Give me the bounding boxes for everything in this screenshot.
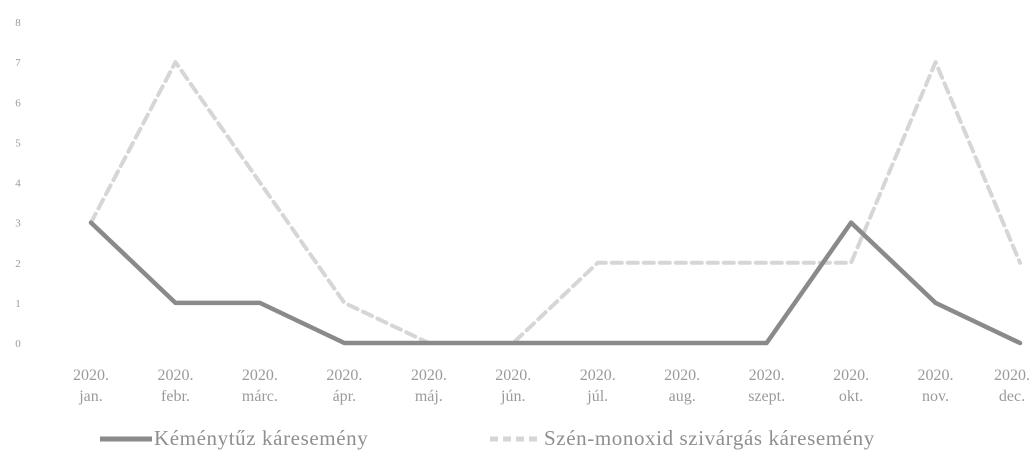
y-tick-label: 4 [15,178,21,190]
x-tick-label: 2020. nov. [918,367,954,405]
legend-label-2: Szén-monoxid szivárgás káresemény [544,426,875,450]
x-tick-label: 2020. máj. [411,367,447,405]
series-layer [88,60,1023,346]
y-tick-label: 1 [15,298,21,310]
y-tick-label: 2 [15,258,21,270]
x-tick-label: 2020. szept. [748,367,785,405]
x-tick-label: 2020. jan. [73,367,109,405]
y-axis-ticks: 0 1 2 3 4 5 6 7 8 [15,17,21,350]
y-tick-label: 0 [15,338,21,350]
x-tick-label: 2020. dec. [994,367,1030,405]
series-line-1 [88,220,1023,346]
x-tick-label: 2020. márc. [242,367,278,405]
series-line-2 [89,60,1022,345]
y-tick-label: 3 [15,218,21,230]
y-tick-label: 6 [15,97,21,109]
legend-label-1: Kéménytűz káresemény [154,426,368,450]
y-tick-label: 5 [15,137,21,149]
x-axis-ticks: 2020. jan. 2020. febr. 2020. márc. 2020. ápr. 20… [73,367,1030,405]
x-tick-label: 2020. okt. [833,367,869,405]
legend: Kéménytűz káresemény Szén-monoxid szivárg… [100,426,875,450]
x-tick-label: 2020. aug. [664,367,700,405]
x-tick-label: 2020. ápr. [326,367,362,405]
y-tick-label: 8 [15,17,21,29]
x-tick-label: 2020. jún. [495,367,531,405]
x-tick-label: 2020. júl. [580,367,616,405]
y-tick-label: 7 [15,57,21,69]
x-tick-label: 2020. febr. [157,367,193,405]
